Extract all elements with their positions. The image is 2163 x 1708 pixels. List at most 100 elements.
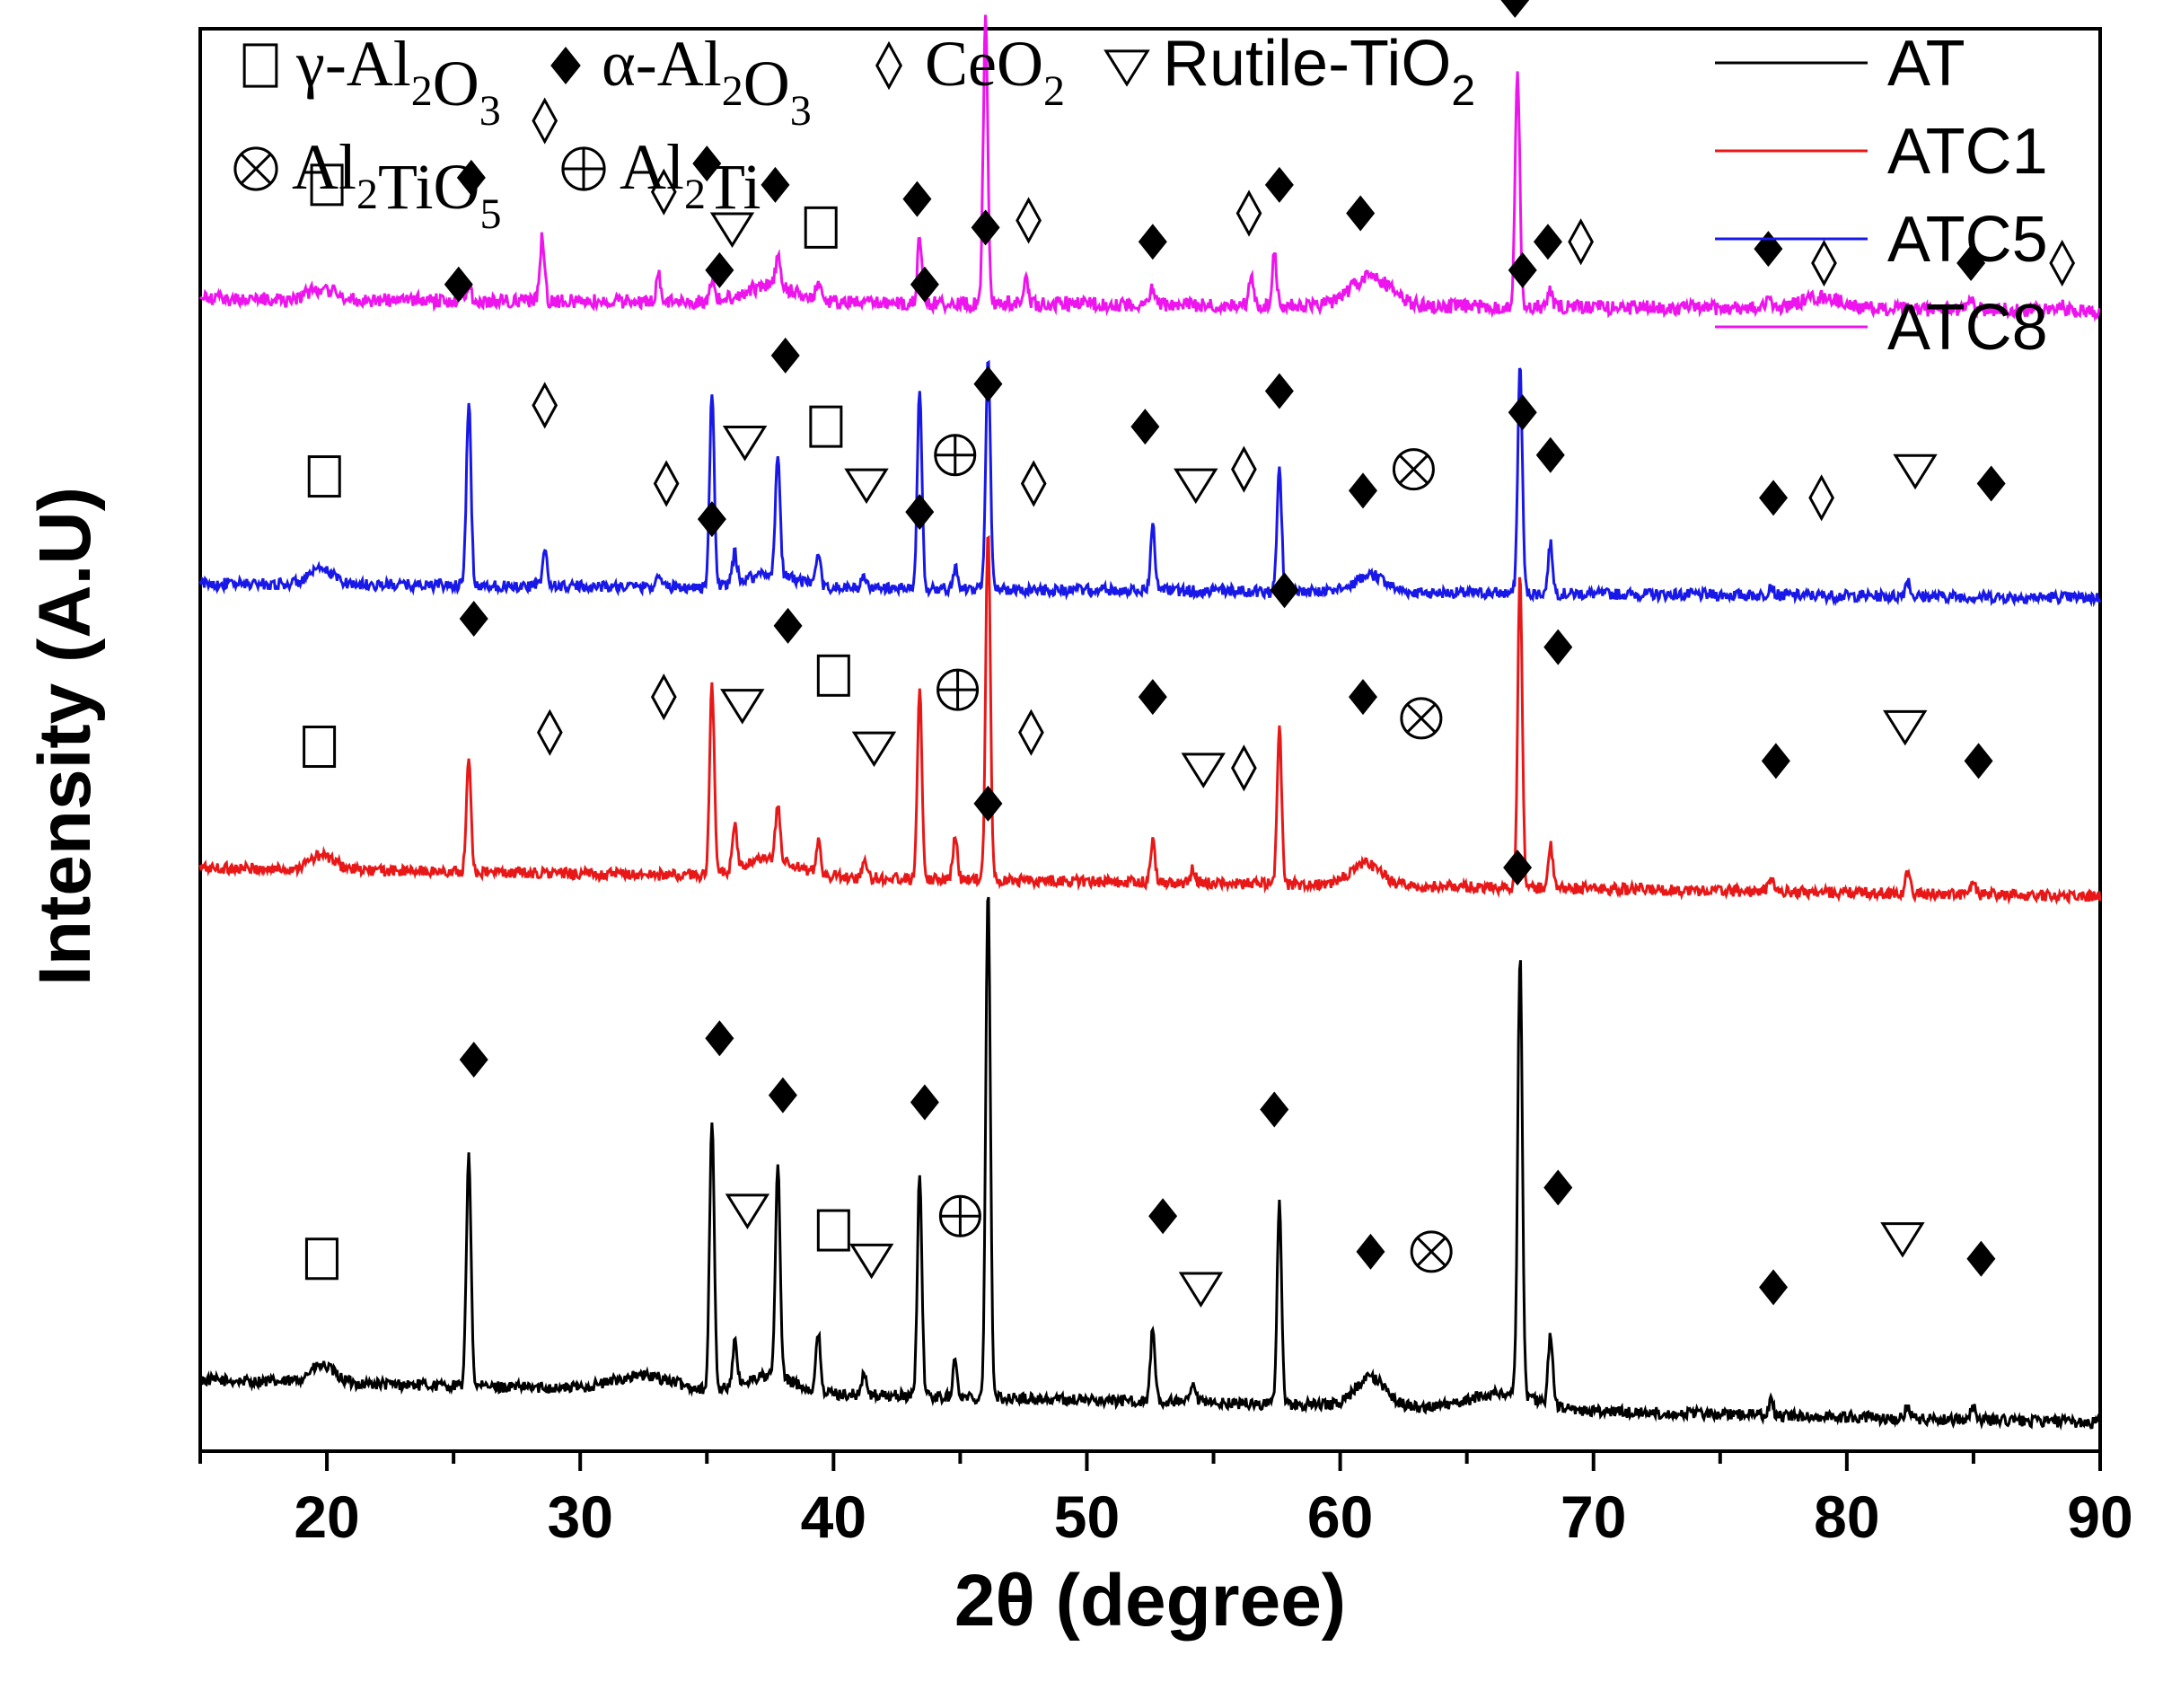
x-tick-label: 80 — [1814, 1483, 1879, 1550]
alpha-al2o3-marker — [1754, 231, 1783, 268]
x-axis-title: 2θ (degree) — [954, 1560, 1346, 1642]
ceo2-marker — [1018, 709, 1044, 756]
ceo2-marker — [1231, 445, 1257, 493]
gamma-al2o3-marker — [310, 163, 344, 207]
ceo2-marker — [532, 382, 558, 429]
alpha-al2o3-marker — [1356, 1233, 1385, 1270]
al2tio5-marker — [1410, 1230, 1453, 1273]
alpha-al2o3-marker — [910, 1084, 939, 1121]
gamma-al2o3-marker — [804, 206, 838, 249]
gamma-al2o3-marker — [242, 43, 278, 88]
rutile-tio2-marker — [720, 689, 765, 725]
ceo2-marker — [653, 460, 680, 507]
x-tick-label: 50 — [1054, 1483, 1120, 1550]
ceo2-marker — [1568, 218, 1594, 266]
alpha-al2o3-marker — [1500, 0, 1530, 18]
rutile-tio2-marker — [851, 731, 897, 768]
alpha-al2o3-marker — [1508, 394, 1537, 431]
alpha-al2o3-marker — [768, 1077, 797, 1114]
alpha-al2o3-marker — [444, 266, 473, 303]
al2ti-marker — [938, 1194, 981, 1237]
rutile-tio2-marker — [1103, 49, 1150, 87]
alpha-al2o3-marker — [459, 1042, 488, 1078]
alpha-al2o3-marker — [973, 365, 1003, 402]
al2tio5-marker — [1392, 448, 1435, 491]
legend-label-ATC1: ATC1 — [1887, 116, 2048, 188]
alpha-al2o3-marker — [1966, 1240, 1996, 1277]
legend-label-AT: AT — [1887, 28, 1965, 100]
alpha-al2o3-marker — [1260, 1091, 1289, 1128]
plot-frame — [198, 27, 2102, 1453]
alpha-al2o3-marker — [761, 166, 790, 203]
rutile-tio2-marker — [1181, 753, 1226, 788]
alpha-al2o3-marker — [1508, 251, 1537, 288]
rutile-tio2-marker — [1178, 1272, 1224, 1308]
series-line-ATC8 — [198, 14, 2101, 322]
series-layer — [198, 14, 2102, 1431]
rutile-tio2-marker — [1883, 709, 1928, 746]
alpha-al2o3-marker — [910, 266, 939, 303]
rutile-tio2-marker — [709, 212, 755, 248]
alpha-al2o3-marker — [456, 159, 486, 196]
ceo2-marker — [532, 97, 558, 145]
alpha-al2o3-marker — [459, 600, 488, 637]
x-axis: 20 30 40 50 60 70 80 90 — [198, 1451, 2133, 1550]
ceo2-marker — [1235, 189, 1262, 237]
rutile-tio2-marker — [1893, 453, 1938, 490]
alpha-al2o3-marker — [1503, 850, 1533, 886]
alpha-al2o3-marker — [973, 785, 1003, 822]
gamma-al2o3-marker — [307, 455, 341, 498]
al2ti-marker — [561, 146, 606, 191]
rutile-tio2-marker — [725, 1193, 770, 1229]
series-line-AT — [198, 896, 2102, 1431]
phase-legend-label: Rutile-TiO2 — [1163, 28, 1475, 115]
ceo2-marker — [1231, 744, 1257, 792]
alpha-al2o3-marker — [705, 1020, 734, 1057]
al2tio5-marker — [233, 146, 278, 191]
x-tick-label: 90 — [2067, 1483, 2132, 1550]
phase-legend-label: Al2TiO5 — [292, 131, 501, 238]
ceo2-marker — [536, 709, 563, 756]
alpha-al2o3-marker — [1761, 743, 1790, 779]
alpha-al2o3-marker — [1964, 743, 1993, 779]
legend-label-ATC5: ATC5 — [1887, 204, 2048, 276]
al2ti-marker — [934, 434, 977, 477]
alpha-al2o3-marker — [770, 337, 800, 374]
alpha-al2o3-marker — [1346, 195, 1376, 232]
alpha-al2o3-marker — [1535, 436, 1565, 473]
alpha-al2o3-marker — [1759, 480, 1789, 516]
gamma-al2o3-marker — [304, 1237, 339, 1281]
alpha-al2o3-marker — [1270, 572, 1299, 609]
ceo2-marker — [1016, 197, 1042, 244]
alpha-al2o3-marker — [905, 494, 935, 531]
phase-legend-label: γ-Al2O3 — [295, 28, 501, 135]
y-axis-title: Intensity (A.U) — [24, 487, 106, 986]
alpha-al2o3-marker — [1976, 465, 2006, 502]
alpha-al2o3-marker — [773, 607, 803, 644]
alpha-al2o3-marker — [1533, 224, 1562, 260]
ceo2-marker — [1020, 460, 1047, 507]
rutile-tio2-marker — [722, 426, 768, 462]
phase-legend: γ-Al2O3 α-Al2O3 CeO2 Rutile-TiO2 Al2TiO5 Al2T… — [233, 28, 1475, 238]
x-tick-label: 20 — [294, 1483, 359, 1550]
phase-marker-layer — [303, 0, 2076, 1308]
x-tick-label: 60 — [1307, 1483, 1373, 1550]
series-legend: AT ATC1 ATC5 ATC8 — [1715, 28, 2048, 364]
alpha-al2o3-marker — [902, 180, 932, 217]
legend-label-ATC8: ATC8 — [1887, 292, 2048, 364]
alpha-al2o3-marker — [1543, 629, 1573, 665]
alpha-al2o3-marker — [1264, 373, 1294, 409]
phase-legend-label: Al2Ti — [620, 131, 761, 223]
alpha-al2o3-marker — [1148, 1198, 1178, 1235]
alpha-al2o3-marker — [1348, 472, 1377, 509]
ceo2-marker — [1811, 239, 1837, 287]
alpha-al2o3-marker — [1130, 409, 1160, 445]
alpha-al2o3-marker — [705, 251, 734, 288]
alpha-al2o3-marker — [1956, 244, 1986, 281]
phase-legend-label: CeO2 — [925, 28, 1065, 115]
alpha-al2o3-marker — [971, 209, 1000, 246]
rutile-tio2-marker — [1880, 1222, 1925, 1258]
rutile-tio2-marker — [844, 468, 889, 505]
